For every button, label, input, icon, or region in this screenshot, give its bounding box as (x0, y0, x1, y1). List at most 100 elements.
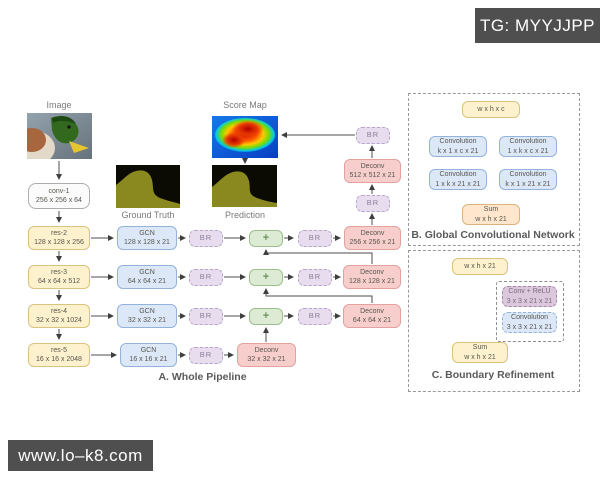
box-title: Sum (483, 206, 499, 214)
panel-b-caption: B. Global Convolutional Network (411, 229, 575, 241)
box-dims: 64 x 64 x 21 (127, 278, 167, 285)
plus-glyph: + (262, 232, 270, 244)
box-title: conv-1 (48, 187, 70, 195)
box-dims: 32 x 32 x 21 (127, 317, 167, 324)
res5-box: res-5 16 x 16 x 2048 (28, 343, 90, 367)
box-title: Convolution (439, 171, 477, 179)
deconv-128-box: Deconv 128 x 128 x 21 (343, 265, 401, 289)
box-title: res-3 (51, 268, 67, 276)
box-title: Deconv (254, 346, 279, 354)
box-dims: w x h x 21 (464, 353, 496, 361)
plus-glyph: + (262, 271, 270, 283)
panelb-conv-br-box: Convolution k x 1 x 21 x 21 (499, 169, 557, 190)
input-image (27, 113, 92, 159)
box-dims: 64 x 64 x 512 (37, 278, 81, 285)
deconv-256-box: Deconv 256 x 256 x 21 (344, 226, 401, 250)
br-box-row2-b: BR (298, 308, 332, 325)
prediction-mask (212, 165, 277, 207)
box-title: Convolution (511, 314, 548, 322)
box-title: Sum (472, 344, 488, 352)
box-title: GCN (139, 307, 155, 315)
box-dims: 1 x k x 21 x 21 (435, 180, 481, 188)
watermark-top-text: TG: MYYJJPP (479, 15, 596, 35)
panelb-input-box: w x h x c (462, 101, 520, 118)
deconv-64-box: Deconv 64 x 64 x 21 (343, 304, 401, 328)
score-map-image (212, 116, 278, 158)
duck-photo-illustration (27, 113, 92, 159)
res3-box: res-3 64 x 64 x 512 (28, 265, 90, 289)
res2-box: res-2 128 x 128 x 256 (28, 226, 90, 250)
ground-truth-label: Ground Truth (121, 210, 175, 220)
box-title: Deconv (360, 162, 385, 170)
panelb-conv-tl-box: Convolution k x 1 x c x 21 (429, 136, 487, 157)
box-dims: 256 x 256 x 21 (349, 239, 396, 246)
box-title: Deconv (360, 307, 384, 315)
gcn-128-box: GCN 128 x 128 x 21 (117, 226, 177, 250)
box-dims: k x 1 x 21 x 21 (505, 180, 551, 188)
box-dims: 16 x 16 x 21 (129, 356, 168, 363)
panelc-input-box: w x h x 21 (452, 258, 508, 275)
box-title: Convolution (509, 171, 547, 179)
br-box-row0-a: BR (189, 230, 223, 247)
box-title: res-4 (51, 307, 67, 315)
watermark-top-badge: TG: MYYJJPP (475, 8, 600, 43)
br-box-top: BR (356, 127, 390, 144)
box-title: GCN (140, 346, 157, 354)
panelc-convrelu-box: Conv + ReLU 3 x 3 x 21 x 21 (502, 286, 557, 307)
panelb-conv-bl-box: Convolution 1 x k x 21 x 21 (429, 169, 487, 190)
box-dims: 256 x 256 x 64 (36, 197, 82, 204)
deconv-512-box: Deconv 512 x 512 x 21 (344, 159, 401, 183)
box-dims: 64 x 64 x 21 (352, 317, 392, 324)
box-dims: 3 x 3 x 21 x 21 (506, 323, 553, 331)
box-dims: 16 x 16 x 2048 (36, 356, 82, 363)
score-map-heatmap (212, 116, 278, 158)
box-dims: 1 x k x c x 21 (507, 147, 549, 155)
br-box-mid: BR (356, 195, 390, 212)
panelc-sum-box: Sum w x h x 21 (452, 342, 508, 363)
gcn-16-box: GCN 16 x 16 x 21 (120, 343, 177, 367)
image-label: Image (46, 100, 72, 110)
box-dims: 32 x 32 x 1024 (36, 317, 82, 324)
score-map-label: Score Map (223, 100, 267, 110)
prediction-image (212, 165, 277, 207)
ground-truth-mask (116, 165, 180, 208)
panelb-conv-tr-box: Convolution 1 x k x c x 21 (499, 136, 557, 157)
sum-plus-row1: + (249, 269, 283, 286)
ground-truth-image (116, 165, 180, 208)
panelc-conv-box: Convolution 3 x 3 x 21 x 21 (502, 312, 557, 333)
box-dims: 32 x 32 x 21 (247, 356, 286, 363)
prediction-label: Prediction (224, 210, 266, 220)
panel-a-caption: A. Whole Pipeline (158, 371, 247, 383)
sum-plus-row0: + (249, 230, 283, 247)
box-dims: k x 1 x c x 21 (437, 147, 479, 155)
br-box-row2-a: BR (189, 308, 223, 325)
box-dims: 128 x 128 x 256 (34, 239, 84, 246)
watermark-bottom-text: www.lo–k8.com (18, 445, 143, 465)
box-title: Deconv (360, 268, 384, 276)
box-title: Convolution (439, 138, 477, 146)
box-dims: w x h x 21 (475, 215, 507, 223)
br-box-row3-a: BR (189, 347, 223, 364)
plus-glyph: + (262, 310, 270, 322)
panelc-residual-group (496, 281, 564, 342)
gcn-32-box: GCN 32 x 32 x 21 (117, 304, 177, 328)
box-dims: 512 x 512 x 21 (349, 172, 396, 179)
res4-box: res-4 32 x 32 x 1024 (28, 304, 90, 328)
panelb-sum-box: Sum w x h x 21 (462, 204, 520, 225)
watermark-bottom-badge: www.lo–k8.com (8, 440, 153, 471)
sum-plus-row2: + (249, 308, 283, 325)
gcn-64-box: GCN 64 x 64 x 21 (117, 265, 177, 289)
br-box-row1-a: BR (189, 269, 223, 286)
br-box-row0-b: BR (298, 230, 332, 247)
box-title: Conv + ReLU (508, 288, 551, 296)
box-title: GCN (139, 229, 155, 237)
box-title: GCN (139, 268, 155, 276)
box-title: res-2 (51, 229, 67, 237)
box-dims: 3 x 3 x 21 x 21 (506, 297, 553, 305)
deconv-32-box: Deconv 32 x 32 x 21 (237, 343, 296, 367)
panel-c-caption: C. Boundary Refinement (431, 369, 555, 381)
box-title: res-5 (51, 346, 67, 354)
box-title: Convolution (509, 138, 547, 146)
box-dims: 128 x 128 x 21 (124, 239, 170, 246)
